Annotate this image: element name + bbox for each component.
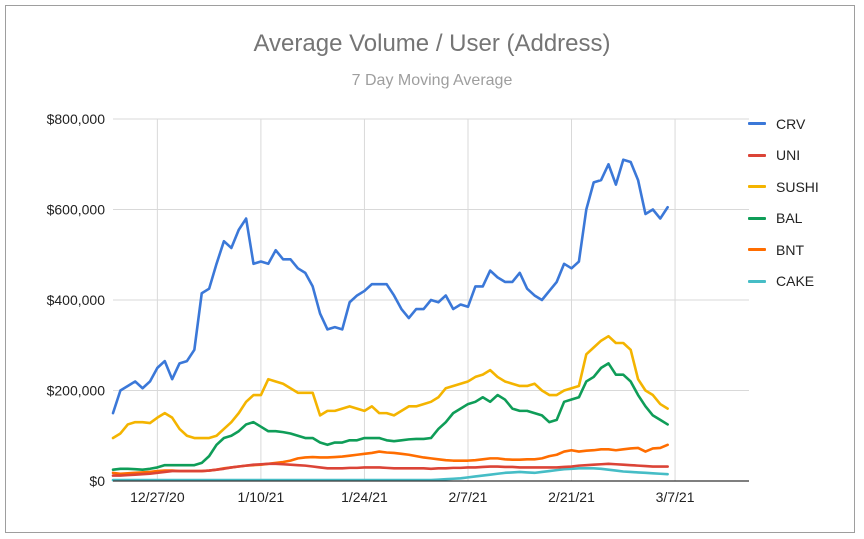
series-line-crv xyxy=(111,158,669,415)
x-tick-label: 1/10/21 xyxy=(238,489,285,505)
legend-item-uni: UNI xyxy=(748,140,819,172)
legend-label: CRV xyxy=(776,115,806,132)
series-lines xyxy=(111,158,669,482)
y-tick-label: $600,000 xyxy=(47,202,106,218)
x-tick-label: 1/24/21 xyxy=(341,489,388,505)
chart-subtitle: 7 Day Moving Average xyxy=(351,72,513,89)
x-tick-label: 3/7/21 xyxy=(656,489,695,505)
legend-swatch xyxy=(748,185,766,189)
series-line-cake xyxy=(111,467,669,482)
x-tick-label: 2/21/21 xyxy=(548,489,595,505)
y-tick-label: $0 xyxy=(89,473,105,489)
legend-item-bal: BAL xyxy=(748,203,819,235)
y-tick-label: $200,000 xyxy=(47,383,106,399)
series-line-uni xyxy=(111,462,669,477)
y-tick-label: $400,000 xyxy=(47,292,106,308)
chart-title: Average Volume / User (Address) xyxy=(253,30,611,57)
x-tick-label: 2/7/21 xyxy=(449,489,488,505)
series-line-sushi xyxy=(111,334,669,440)
legend-label: BNT xyxy=(776,241,804,258)
legend-item-cake: CAKE xyxy=(748,266,819,298)
legend-swatch xyxy=(748,248,766,252)
chart-legend: CRV UNI SUSHI BAL BNT CAKE xyxy=(748,108,819,297)
legend-label: UNI xyxy=(776,147,801,164)
legend-item-sushi: SUSHI xyxy=(748,171,819,203)
legend-swatch xyxy=(748,279,766,283)
legend-item-bnt: BNT xyxy=(748,234,819,266)
chart-frame xyxy=(5,5,855,533)
axes: $0 $200,000 $400,000 $600,000 $800,000 12/27/… xyxy=(47,111,749,505)
legend-swatch xyxy=(748,122,766,126)
y-tick-label: $800,000 xyxy=(47,111,106,127)
series-line-bal xyxy=(111,362,669,471)
legend-label: SUSHI xyxy=(776,178,819,195)
x-tick-label: 12/27/20 xyxy=(130,489,185,505)
legend-label: CAKE xyxy=(776,273,815,290)
legend-swatch xyxy=(748,153,766,157)
legend-item-crv: CRV xyxy=(748,108,819,140)
legend-swatch xyxy=(748,216,766,220)
legend-label: BAL xyxy=(776,210,803,227)
gridlines xyxy=(113,118,749,481)
